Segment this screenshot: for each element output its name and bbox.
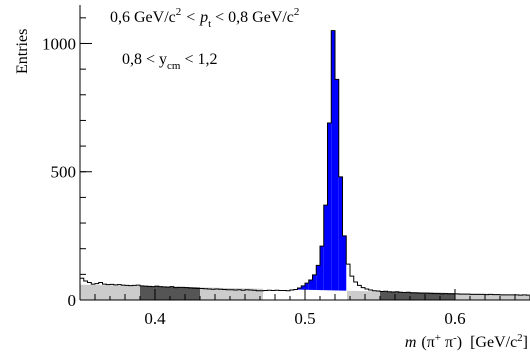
histogram	[79, 30, 530, 300]
y-axis-title: Entries	[14, 29, 31, 74]
x-axis-title-units-sup: 2	[517, 332, 523, 344]
x-axis-title-pi2: π	[441, 334, 453, 351]
x-tick-label: 0.6	[444, 309, 465, 328]
annotation-pt-range: 0,6 GeV/c2 < pt < 0,8 GeV/c2	[110, 6, 299, 30]
annotation-y-low: 0,8 < y	[122, 51, 167, 68]
signal-fill	[293, 30, 347, 291]
annotation-pt-low-sup: 2	[176, 6, 182, 18]
signal-bin	[301, 285, 305, 290]
signal-bin	[312, 274, 317, 290]
sideband-band-3	[347, 290, 380, 300]
x-axis-title-m: m	[405, 334, 417, 351]
x-axis-title-units-close: ]	[523, 334, 528, 351]
x-axis-title-minus: -	[453, 332, 457, 344]
annotation-y-sub: cm	[167, 60, 181, 72]
signal-bin	[342, 235, 347, 291]
signal-bin	[305, 283, 309, 290]
x-axis-title-units: [GeV/c	[470, 334, 517, 351]
x-tick-label: 0.5	[294, 309, 315, 328]
annotation-pt-high-sup: 2	[294, 6, 300, 18]
signal-bin	[297, 287, 302, 290]
signal-bin	[323, 205, 328, 291]
signal-bin	[338, 176, 343, 291]
y-tick-label: 1000	[42, 34, 76, 53]
annotation-pt-high: < 0,8 GeV/c	[211, 9, 294, 26]
x-axis-title-pi: (π	[421, 334, 434, 351]
y-tick-label: 500	[51, 163, 77, 182]
plot-frame	[79, 5, 530, 301]
annotation-y-range: 0,8 < ycm < 1,2	[122, 51, 218, 72]
signal-bin	[335, 79, 339, 291]
annotation-pt-low: 0,6 GeV/c	[110, 9, 176, 26]
x-axis-title: m (π+ π-) [GeV/c2]	[405, 332, 528, 351]
signal-bin	[316, 265, 320, 291]
signal-bin	[327, 123, 332, 291]
annotation-pt-symbol: < p	[181, 9, 208, 26]
x-ticks: 0.4 0.5 0.6	[79, 289, 530, 328]
signal-bin	[331, 30, 335, 291]
x-tick-label: 0.4	[144, 309, 166, 328]
x-axis-title-close: )	[457, 334, 462, 351]
x-axis-title-plus: +	[435, 332, 441, 344]
signal-bin	[308, 279, 313, 290]
signal-bin	[320, 246, 324, 291]
y-tick-label: 0	[68, 291, 77, 310]
annotation-y-high: < 1,2	[180, 51, 217, 68]
y-ticks: 0 500 1000	[42, 17, 92, 310]
sideband-band-2	[200, 287, 263, 300]
annotation-pt-sub: t	[208, 18, 211, 30]
histogram-outline	[79, 30, 530, 300]
